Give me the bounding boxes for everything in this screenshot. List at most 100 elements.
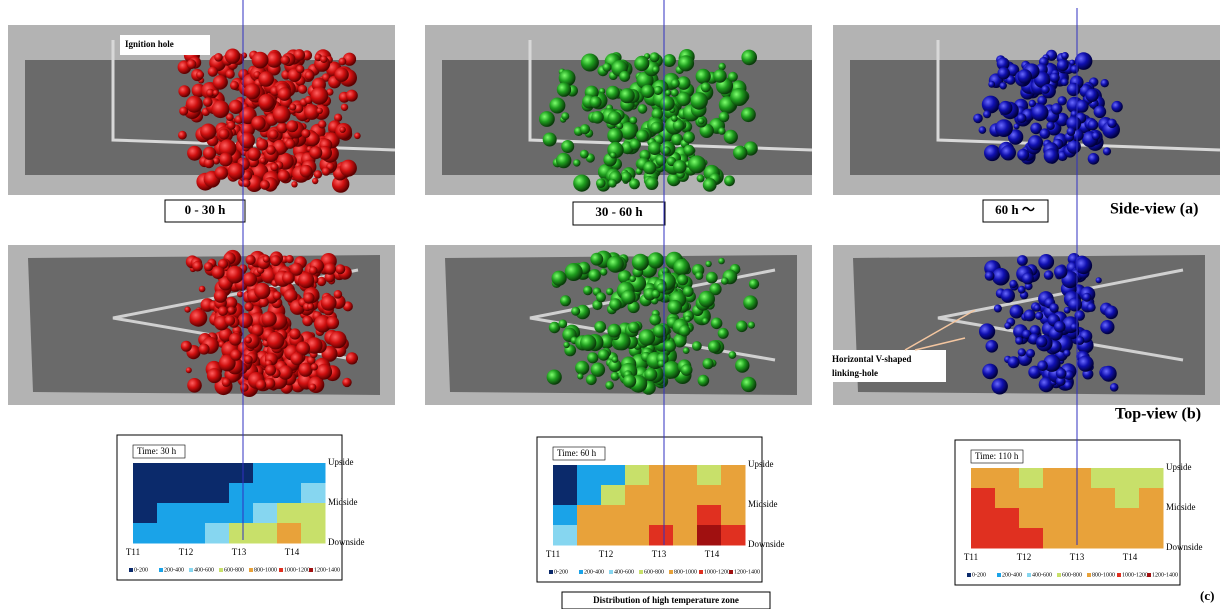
sphere [1063, 306, 1071, 314]
sphere [634, 55, 650, 72]
legend-label: 200-400 [164, 567, 184, 573]
sphere [1102, 147, 1112, 156]
sphere [611, 356, 619, 363]
sphere [254, 282, 271, 299]
map-cell [1115, 488, 1140, 509]
sphere [1017, 148, 1030, 161]
sphere [1066, 82, 1081, 97]
sphere [218, 306, 228, 316]
sphere [1007, 356, 1020, 369]
map-cell [1019, 508, 1044, 529]
sphere [561, 140, 575, 153]
sphere [244, 83, 261, 100]
sphere [608, 179, 617, 188]
sphere [335, 264, 346, 275]
sphere [585, 374, 597, 386]
sphere [1085, 88, 1099, 103]
sphere [1055, 376, 1066, 387]
sphere [1023, 309, 1036, 322]
sphere [652, 324, 667, 338]
legend-label: 600-800 [224, 567, 244, 573]
sphere [673, 160, 687, 174]
time-box [970, 449, 1024, 464]
sphere [580, 53, 599, 72]
sphere [310, 363, 318, 371]
sphere [655, 154, 667, 166]
map-cell [229, 523, 254, 544]
sphere [301, 129, 311, 138]
sphere [696, 174, 705, 183]
sphere [1033, 304, 1041, 312]
sphere [594, 321, 607, 333]
legend-label: 1000-1200 [704, 569, 730, 575]
sphere [218, 354, 236, 372]
sphere [648, 141, 662, 155]
legend-label: 1200-1400 [314, 567, 340, 573]
map-cell [277, 463, 302, 484]
sphere [605, 85, 620, 100]
map-cell [229, 503, 254, 524]
map-cell [577, 465, 602, 486]
sphere [979, 323, 996, 340]
legend-swatch [579, 570, 583, 574]
map-cell [625, 505, 650, 526]
legend-label: 800-1000 [674, 569, 697, 575]
sphere [239, 132, 255, 149]
sphere [1038, 254, 1055, 270]
sphere [589, 96, 602, 109]
caption: Distribution of high temperature zone [593, 595, 739, 605]
sphere [179, 106, 189, 116]
sphere [1100, 320, 1115, 335]
sphere [298, 272, 315, 289]
map-cell [205, 523, 230, 544]
sphere [607, 323, 622, 338]
sphere [629, 116, 638, 125]
sphere [983, 110, 992, 119]
map-cell [673, 465, 698, 486]
sphere [702, 317, 709, 325]
sphere [286, 120, 299, 133]
map-cell [697, 485, 722, 506]
sphere [684, 315, 692, 323]
sphere [1057, 96, 1067, 106]
sphere [629, 178, 640, 190]
sphere [342, 301, 353, 312]
sphere [296, 341, 310, 356]
sphere [245, 254, 256, 265]
sphere [202, 146, 217, 160]
position-label: T14 [705, 549, 720, 559]
sphere [649, 314, 661, 326]
sphere [342, 52, 357, 66]
sphere [312, 177, 319, 185]
sphere [203, 262, 214, 272]
sphere [285, 138, 296, 149]
map-cell [1139, 488, 1164, 509]
sphere [560, 295, 571, 307]
sphere [1046, 121, 1055, 130]
map-cell [181, 463, 206, 484]
sphere [682, 347, 690, 354]
sphere [1013, 123, 1020, 130]
period-box [982, 199, 1049, 223]
sphere [733, 145, 748, 160]
sphere [606, 287, 614, 296]
sphere [588, 269, 601, 282]
map-cell [1139, 468, 1164, 489]
sphere [1051, 103, 1063, 115]
sphere [1041, 85, 1050, 94]
sphere [549, 97, 566, 114]
sphere [1054, 265, 1068, 279]
sphere [304, 70, 315, 81]
map-cell [1139, 508, 1164, 529]
sphere [321, 73, 331, 82]
map-cell [971, 468, 996, 489]
map-cell [1067, 528, 1092, 549]
map-cell [1091, 528, 1116, 549]
annotation: Horizontal V-shaped [832, 354, 911, 364]
sphere [657, 360, 666, 368]
time-label: Time: 60 h [557, 448, 597, 458]
sphere [211, 266, 225, 279]
sphere [1087, 119, 1099, 131]
sphere [1037, 95, 1048, 106]
map-cell [577, 525, 602, 546]
